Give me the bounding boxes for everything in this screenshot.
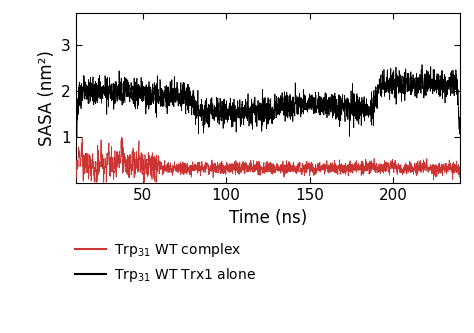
X-axis label: Time (ns): Time (ns) [228,208,307,226]
Y-axis label: SASA (nm²): SASA (nm²) [37,50,55,146]
Legend: Trp$_{31}$ WT complex, Trp$_{31}$ WT Trx1 alone: Trp$_{31}$ WT complex, Trp$_{31}$ WT Trx… [75,241,256,284]
